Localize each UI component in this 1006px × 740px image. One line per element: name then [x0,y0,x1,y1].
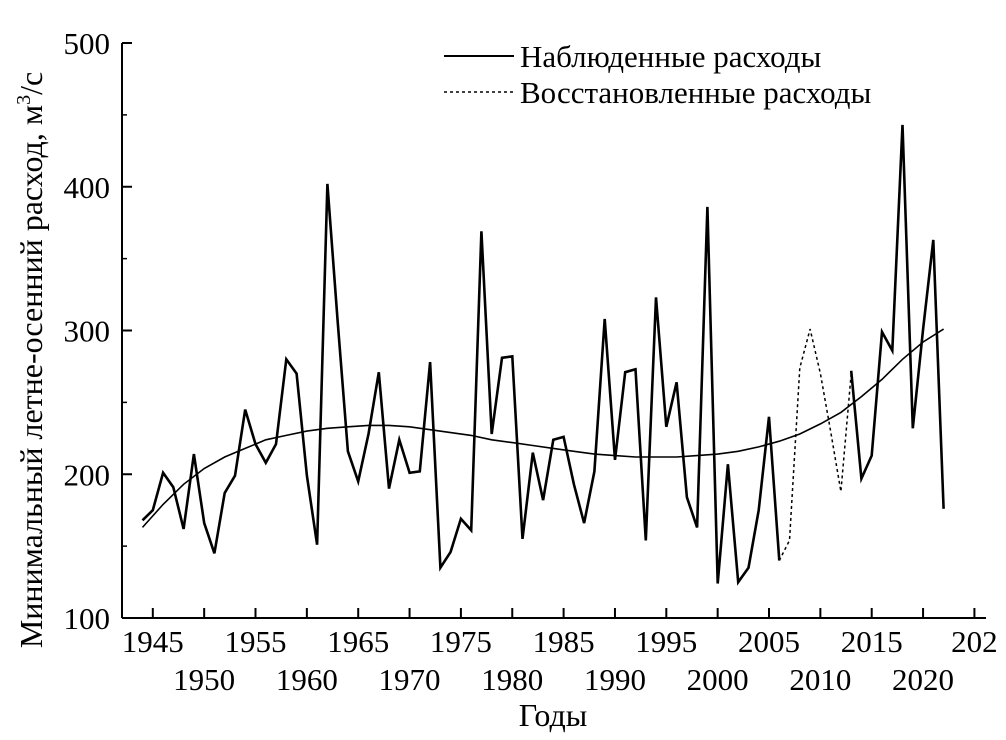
x-tick-label-lower: 1960 [276,662,338,697]
series-line-observed [141,183,781,586]
legend-label: Наблюденные расходы [520,39,822,74]
x-tick-label-upper: 1955 [225,624,287,659]
x-tick-label-lower: 1990 [584,662,646,697]
x-tick-label-upper: 1965 [327,624,389,659]
chart-axes [121,43,986,619]
x-axis-ticks: 1945 1955 1965 1975 1985 1995 2005 2015 202 1950 1… [122,608,998,697]
y-axis-label-tail: /с [13,72,49,95]
x-tick-label-upper: 202 [951,624,998,659]
x-tick-label-lower: 1970 [379,662,441,697]
x-tick-label-upper: 2005 [738,624,800,659]
series-line-restored [778,328,852,561]
series-line-observed [849,124,945,509]
x-tick-label-upper: 1985 [533,624,595,659]
y-tick-label: 500 [64,26,111,61]
y-tick-label: 200 [64,457,111,492]
y-tick-label: 400 [64,170,111,205]
y-tick-label: 300 [64,314,111,349]
x-axis-label: Годы [519,697,588,733]
x-tick-label-lower: 2010 [789,662,851,697]
y-axis-label-superscript: 3 [13,95,35,105]
y-axis-label: Минимальный летне-осенний расход, м3/с [13,72,49,648]
y-axis-ticks: 100 200 300 400 500 [64,26,132,636]
x-tick-label-upper: 1995 [635,624,697,659]
x-tick-label-upper: 1945 [122,624,184,659]
x-tick-label-upper: 2015 [841,624,903,659]
x-tick-label-lower: 1950 [173,662,235,697]
legend-label: Восстановленные расходы [520,75,872,110]
x-tick-label-lower: 2000 [687,662,749,697]
trend-line [141,328,945,528]
y-axis-label-main: Минимальный летне-осенний расход, м [13,105,49,648]
x-tick-label-lower: 1980 [481,662,543,697]
x-tick-label-lower: 2020 [892,662,954,697]
y-tick-label: 100 [64,601,111,636]
chart-series [141,124,945,586]
x-tick-label-upper: 1975 [430,624,492,659]
